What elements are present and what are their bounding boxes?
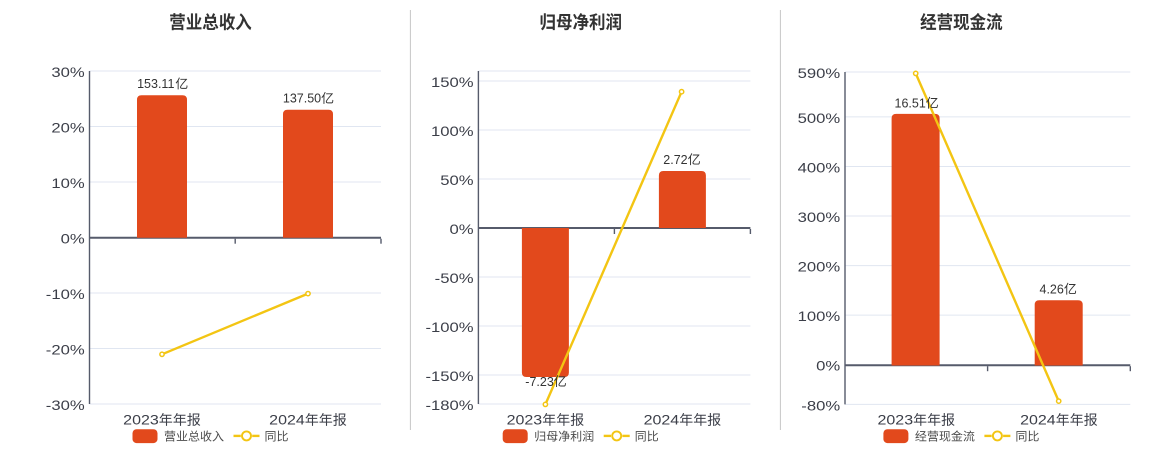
svg-text:150%: 150% (431, 74, 474, 90)
svg-text:0%: 0% (61, 231, 85, 247)
svg-text:0%: 0% (816, 358, 840, 374)
svg-text:-180%: -180% (426, 397, 474, 413)
svg-text:-7.23: -7.23 (525, 375, 554, 389)
svg-text:10%: 10% (51, 175, 84, 191)
svg-text:0%: 0% (450, 221, 474, 237)
svg-text:-150%: -150% (426, 368, 474, 384)
svg-text:-80%: -80% (801, 397, 840, 413)
svg-text:-50%: -50% (435, 270, 474, 286)
svg-text:30%: 30% (51, 64, 84, 80)
svg-text:-20%: -20% (46, 342, 85, 358)
svg-text:2.72: 2.72 (663, 153, 687, 167)
svg-text:4.26: 4.26 (1040, 282, 1064, 296)
svg-text:100%: 100% (431, 123, 474, 139)
svg-text:50%: 50% (440, 172, 473, 188)
svg-text:2023: 2023 (878, 412, 914, 428)
svg-text:300%: 300% (798, 209, 841, 225)
svg-text:16.51: 16.51 (895, 96, 926, 110)
svg-text:200%: 200% (798, 259, 841, 275)
svg-text:20%: 20% (51, 120, 84, 136)
svg-text:2024: 2024 (1020, 412, 1056, 428)
svg-text:-30%: -30% (46, 397, 85, 413)
svg-text:2024: 2024 (269, 412, 305, 428)
svg-text:500%: 500% (798, 110, 841, 126)
svg-text:-10%: -10% (46, 286, 85, 302)
svg-text:137.50: 137.50 (283, 92, 321, 106)
svg-text:2023: 2023 (123, 412, 159, 428)
svg-text:2024: 2024 (644, 412, 680, 428)
svg-text:2023: 2023 (507, 412, 543, 428)
svg-text:590%: 590% (798, 65, 841, 81)
svg-text:153.11: 153.11 (137, 77, 174, 91)
svg-text:-100%: -100% (426, 319, 474, 335)
svg-text:400%: 400% (798, 160, 841, 176)
svg-text:100%: 100% (798, 308, 841, 324)
